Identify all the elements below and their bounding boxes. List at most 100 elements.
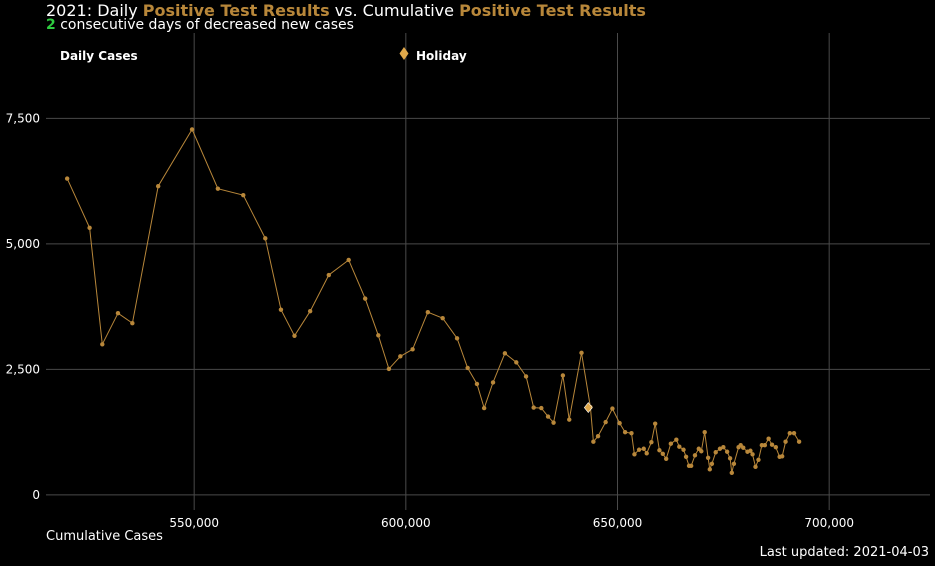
data-point <box>727 456 733 461</box>
title-versus: vs. Cumulative <box>329 1 460 20</box>
data-point <box>567 417 572 422</box>
data-point <box>705 455 711 460</box>
chart-subtitle: 2 consecutive days of decreased new case… <box>46 17 354 33</box>
data-point <box>474 381 480 387</box>
data-point <box>707 467 712 472</box>
data-point <box>741 445 746 450</box>
data-point <box>326 272 331 278</box>
streak-text: consecutive days of decreased new cases <box>55 17 354 33</box>
data-point <box>346 257 351 263</box>
data-point <box>617 420 622 426</box>
data-point <box>100 342 105 347</box>
data-point <box>523 374 529 379</box>
data-point <box>64 176 70 181</box>
data-point <box>215 186 221 191</box>
x-tick-label: 550,000 <box>169 516 219 530</box>
y-tick-label: 2,500 <box>6 362 40 376</box>
data-point <box>748 448 753 453</box>
data-point <box>87 225 92 231</box>
data-point <box>241 192 246 198</box>
legend-daily-cases: Daily Cases <box>60 49 138 63</box>
data-point <box>490 380 496 385</box>
data-point <box>657 448 662 453</box>
data-point <box>603 419 608 425</box>
data-point <box>531 405 536 410</box>
data-point <box>756 457 761 462</box>
holiday-marker <box>583 402 593 414</box>
data-point <box>263 236 268 241</box>
data-point <box>674 437 679 442</box>
data-point <box>713 450 718 455</box>
data-point <box>688 463 694 469</box>
title-metric-daily: Positive Test Results <box>142 1 330 20</box>
data-point <box>709 461 715 467</box>
last-updated: Last updated: 2021-04-03 <box>759 545 929 560</box>
legend: Daily Cases Holiday <box>60 47 467 63</box>
data-point <box>632 452 637 457</box>
data-point <box>683 454 689 459</box>
title-prefix: 2021: Daily <box>46 1 143 20</box>
data-point <box>579 350 584 356</box>
data-point <box>425 309 431 315</box>
data-point <box>376 333 381 338</box>
data-point <box>787 430 792 436</box>
data-point <box>398 354 403 359</box>
x-tick-label: 600,000 <box>381 516 431 530</box>
data-point <box>668 441 674 446</box>
data-point <box>791 430 797 436</box>
data-point <box>130 321 135 326</box>
data-point <box>641 446 646 451</box>
holiday-markers <box>583 402 593 414</box>
chart-title: 2021: Daily Positive Test Results vs. Cu… <box>46 1 646 20</box>
x-tick-label: 700,000 <box>804 516 854 530</box>
data-point <box>362 296 368 301</box>
data-point <box>766 436 771 441</box>
data-point <box>702 429 707 435</box>
data-point <box>278 307 284 312</box>
data-point <box>773 445 779 450</box>
data-point <box>721 445 726 450</box>
x-tick-label: 650,000 <box>593 516 643 530</box>
holiday-diamond-icon <box>399 47 409 60</box>
data-point <box>660 451 665 456</box>
data-point <box>753 464 758 470</box>
data-point <box>783 439 788 444</box>
data-point <box>307 308 313 314</box>
data-point <box>115 310 121 316</box>
data-point <box>692 453 698 458</box>
series-line-daily-cases <box>66 128 800 473</box>
data-point <box>189 127 195 132</box>
data-point <box>465 365 470 371</box>
data-point <box>595 433 601 439</box>
data-point <box>560 373 566 378</box>
data-point <box>724 449 730 454</box>
title-metric-cumulative: Positive Test Results <box>459 1 646 20</box>
y-tick-labels: 0 2,500 5,000 7,500 <box>6 111 40 502</box>
data-point <box>292 333 297 338</box>
data-point <box>440 315 445 321</box>
data-point <box>410 347 415 352</box>
grid-lines <box>46 33 930 510</box>
data-point <box>762 443 768 448</box>
data-points <box>64 127 802 476</box>
x-tick-labels: 550,000 600,000 650,000 700,000 <box>169 516 854 530</box>
data-point <box>750 452 755 457</box>
data-point <box>717 446 723 451</box>
data-point <box>699 449 704 454</box>
data-point <box>644 451 649 456</box>
y-tick-label: 0 <box>32 488 40 502</box>
legend-holiday: Holiday <box>416 49 467 63</box>
data-point <box>545 414 551 419</box>
data-point <box>729 470 734 476</box>
data-point <box>591 439 596 444</box>
data-point <box>663 456 669 461</box>
x-axis-label: Cumulative Cases <box>46 529 163 544</box>
data-point <box>551 420 556 425</box>
data-point <box>649 440 654 445</box>
data-point <box>481 405 487 411</box>
data-point <box>796 439 802 444</box>
data-point <box>622 429 628 435</box>
data-point <box>155 183 161 189</box>
data-point <box>779 454 785 459</box>
